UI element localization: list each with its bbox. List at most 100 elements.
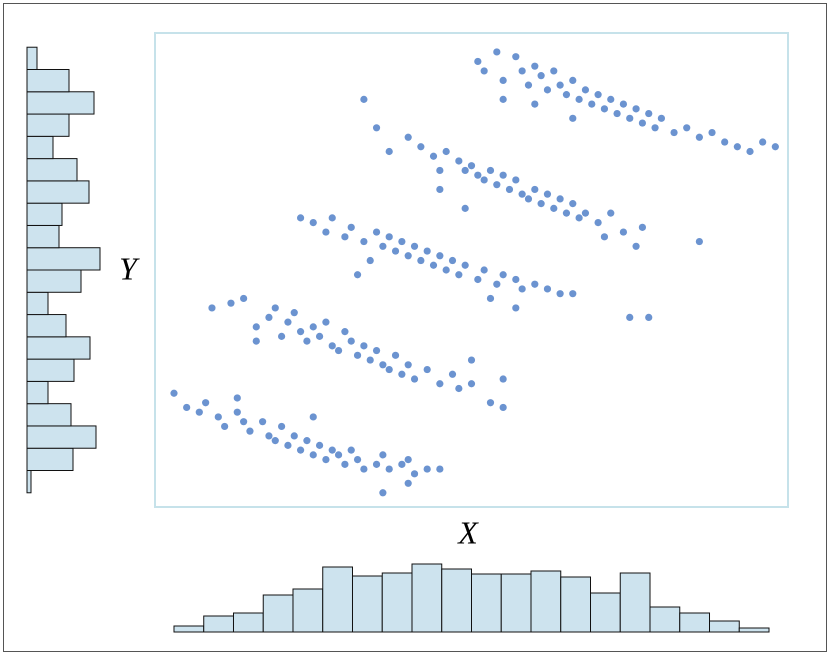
point — [410, 242, 419, 250]
point — [353, 351, 362, 359]
point — [379, 361, 387, 369]
point — [404, 133, 412, 141]
point — [474, 57, 482, 66]
x-hist-bar — [590, 592, 621, 633]
point — [600, 105, 609, 113]
x-hist-bar — [649, 606, 681, 633]
point — [410, 375, 419, 383]
point — [619, 228, 628, 236]
point — [632, 242, 640, 250]
point — [360, 95, 368, 103]
point — [398, 237, 406, 246]
point — [619, 100, 628, 108]
point — [417, 143, 425, 151]
point — [562, 91, 571, 99]
plot-area — [154, 32, 789, 508]
point — [448, 256, 457, 265]
point — [442, 147, 450, 156]
point — [550, 67, 558, 75]
point — [309, 323, 317, 331]
x-hist-bar — [322, 566, 353, 633]
y-hist-bar — [26, 291, 49, 316]
point — [347, 223, 355, 231]
point — [404, 456, 412, 464]
y-hist-bar — [26, 336, 91, 360]
point — [695, 237, 703, 246]
point — [518, 190, 526, 198]
y-hist-bar — [26, 202, 63, 226]
point — [423, 465, 431, 473]
y-axis-label: Y — [119, 250, 140, 286]
x-hist-bar — [351, 575, 383, 633]
point — [531, 280, 539, 288]
point — [379, 489, 387, 497]
point — [771, 143, 779, 151]
point — [183, 403, 191, 412]
point — [385, 233, 393, 241]
point — [581, 209, 590, 217]
point — [543, 190, 552, 198]
point — [499, 403, 507, 412]
point — [240, 418, 248, 426]
y-hist-bar — [26, 46, 38, 70]
point — [385, 147, 393, 156]
point — [271, 437, 279, 445]
point — [442, 266, 450, 274]
point — [347, 337, 355, 345]
point — [379, 242, 387, 250]
point — [569, 290, 577, 298]
point — [493, 280, 501, 288]
x-hist-bar — [262, 594, 294, 633]
point — [391, 247, 400, 255]
point — [461, 166, 469, 175]
point — [556, 290, 564, 298]
x-hist-bar — [173, 625, 205, 633]
point — [436, 185, 444, 194]
point — [708, 128, 716, 137]
point — [334, 346, 343, 355]
point — [518, 67, 526, 75]
point — [391, 351, 400, 359]
point — [499, 171, 507, 179]
point — [221, 422, 229, 431]
x-hist-bar — [232, 612, 264, 633]
point — [746, 147, 754, 156]
point — [474, 171, 482, 179]
point — [429, 152, 438, 160]
point — [423, 247, 431, 255]
point — [284, 441, 292, 449]
point — [372, 460, 381, 468]
y-hist-bar — [26, 470, 32, 494]
point — [404, 361, 412, 369]
point — [436, 465, 444, 473]
point — [410, 470, 419, 478]
point — [385, 465, 393, 473]
point — [607, 95, 615, 103]
point — [347, 446, 355, 454]
point — [499, 95, 507, 103]
point — [385, 365, 393, 374]
point — [372, 124, 381, 132]
point — [259, 418, 267, 426]
point — [480, 266, 488, 274]
point — [556, 195, 564, 203]
point — [208, 304, 216, 312]
point — [436, 166, 444, 175]
x-hist-bar — [738, 627, 770, 633]
y-hist-bar — [26, 447, 74, 472]
point — [233, 394, 241, 402]
x-hist-bar — [411, 563, 443, 633]
point — [518, 285, 526, 293]
point — [550, 204, 558, 212]
point — [467, 356, 476, 364]
point — [227, 299, 235, 307]
point — [240, 294, 248, 303]
point — [670, 128, 678, 137]
x-hist-bar — [560, 576, 592, 633]
point — [233, 408, 241, 416]
point — [328, 342, 336, 350]
point — [170, 389, 178, 397]
point — [252, 323, 260, 331]
point — [759, 138, 767, 146]
point — [575, 214, 583, 222]
